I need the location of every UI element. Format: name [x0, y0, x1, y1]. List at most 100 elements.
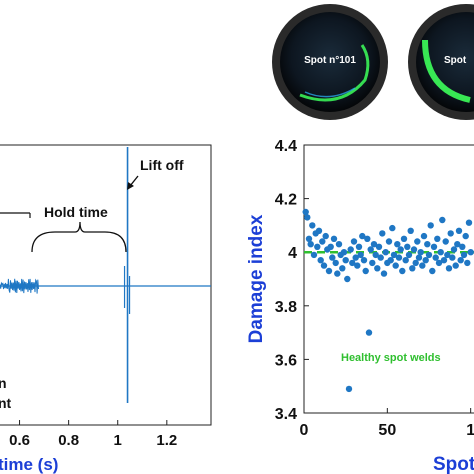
signal-x-label: time (s) — [0, 455, 58, 474]
lift-off-label: Lift off — [140, 157, 184, 173]
damage-point — [392, 262, 399, 269]
damage-point — [375, 243, 383, 250]
damage-point — [429, 267, 436, 275]
signal-trace — [0, 147, 211, 403]
damage-point — [339, 265, 346, 272]
damage-point — [309, 222, 316, 229]
arrowhead-icon — [127, 182, 134, 190]
damage-point — [345, 385, 353, 393]
damage-point — [310, 251, 318, 259]
damage-point — [390, 251, 398, 259]
damage-point — [332, 259, 339, 267]
damage-point — [424, 241, 431, 248]
damage-point — [464, 259, 471, 267]
damage-point — [430, 243, 438, 250]
damage-axes-frame — [303, 144, 474, 414]
damage-point — [397, 246, 404, 253]
damage-y-label: Damage index — [246, 214, 267, 343]
healthy-label: Healthy spot welds — [341, 352, 441, 364]
damage-point — [377, 254, 384, 261]
signal-x-tick-label: 1 — [114, 432, 122, 449]
damage-y-tick-label: 4.2 — [275, 192, 297, 209]
damage-point — [365, 329, 373, 336]
damage-y-tick-label: 4.4 — [275, 138, 297, 155]
damage-point — [405, 251, 413, 259]
damage-point — [399, 267, 406, 275]
hold-time-brace — [31, 221, 127, 253]
damage-point — [450, 246, 458, 253]
damage-point — [415, 254, 423, 261]
damage-point — [374, 265, 381, 272]
signal-x-ticks: 0.6 0.8 1 1.2 — [9, 420, 177, 449]
damage-point — [387, 257, 394, 264]
damage-ticks: 3.4 3.6 3.8 4 4.2 4.4 0 50 1 — [275, 138, 474, 439]
damage-point — [369, 259, 376, 267]
signal-x-tick-label: 0.8 — [58, 432, 79, 449]
damage-point — [347, 246, 354, 253]
signal-axes-frame — [0, 144, 212, 426]
damage-point — [422, 257, 429, 264]
damage-point — [362, 267, 369, 275]
damage-point — [355, 243, 363, 250]
damage-point — [420, 232, 428, 240]
damage-point — [330, 235, 338, 242]
damage-point — [389, 224, 396, 232]
damage-point — [357, 251, 364, 259]
damage-point — [302, 208, 309, 216]
damage-point — [455, 227, 463, 234]
damage-point — [427, 222, 434, 229]
damage-point — [407, 227, 414, 234]
damage-point — [412, 259, 419, 267]
damage-point — [457, 257, 464, 264]
signal-x-tick-label: 0.6 — [9, 432, 30, 449]
damage-point — [434, 235, 441, 242]
damage-point — [372, 251, 379, 259]
damage-point — [400, 235, 408, 242]
damage-point — [352, 254, 359, 261]
damage-point — [410, 246, 418, 253]
damage-x-tick-label: 0 — [300, 422, 309, 439]
damage-point — [327, 243, 334, 250]
hold-time-label: Hold time — [44, 204, 108, 220]
damage-point — [394, 241, 401, 248]
damage-y-tick-label: 4 — [288, 245, 297, 262]
damage-chart: 3.43.63.844.24.40 50 1 Healthy spot welds … — [246, 138, 474, 474]
damage-point — [317, 257, 324, 264]
damage-point — [325, 267, 333, 275]
damage-point — [322, 232, 329, 240]
damage-point — [437, 249, 444, 256]
signal-x-tick-label: 1.2 — [156, 432, 177, 449]
damage-point — [445, 265, 453, 272]
damage-point — [459, 243, 466, 250]
damage-point — [314, 243, 321, 250]
damage-point — [447, 230, 454, 237]
damage-point — [342, 257, 349, 264]
damage-point — [354, 262, 361, 269]
damage-point — [364, 235, 371, 242]
damage-point — [344, 275, 351, 283]
photo-spot-2: Spot — [408, 4, 474, 120]
damage-point — [382, 249, 389, 256]
damage-point — [385, 238, 393, 245]
damage-point — [319, 238, 326, 245]
glow-ring-icon — [422, 39, 471, 103]
damage-x-tick-label: 50 — [378, 422, 396, 439]
damage-point — [315, 227, 323, 234]
damage-point — [409, 265, 416, 272]
damage-point — [425, 251, 433, 259]
damage-point — [307, 241, 314, 248]
left-fragment-2: nt — [0, 395, 12, 411]
damage-point — [360, 257, 368, 264]
signal-chart: 0.6 0.8 1 1.2 Hold time Lift off n nt time … — [0, 144, 212, 474]
damage-points — [302, 208, 474, 393]
photo-spot-101: Spot n°101 — [272, 4, 388, 120]
damage-point — [417, 249, 424, 256]
damage-point — [467, 249, 474, 256]
damage-point — [402, 257, 409, 264]
damage-y-tick-label: 3.4 — [275, 406, 297, 423]
left-fragment-1: n — [0, 375, 7, 391]
damage-point — [304, 214, 311, 221]
damage-x-label: Spot — [433, 454, 474, 474]
damage-point — [435, 259, 443, 267]
damage-point — [340, 249, 348, 256]
